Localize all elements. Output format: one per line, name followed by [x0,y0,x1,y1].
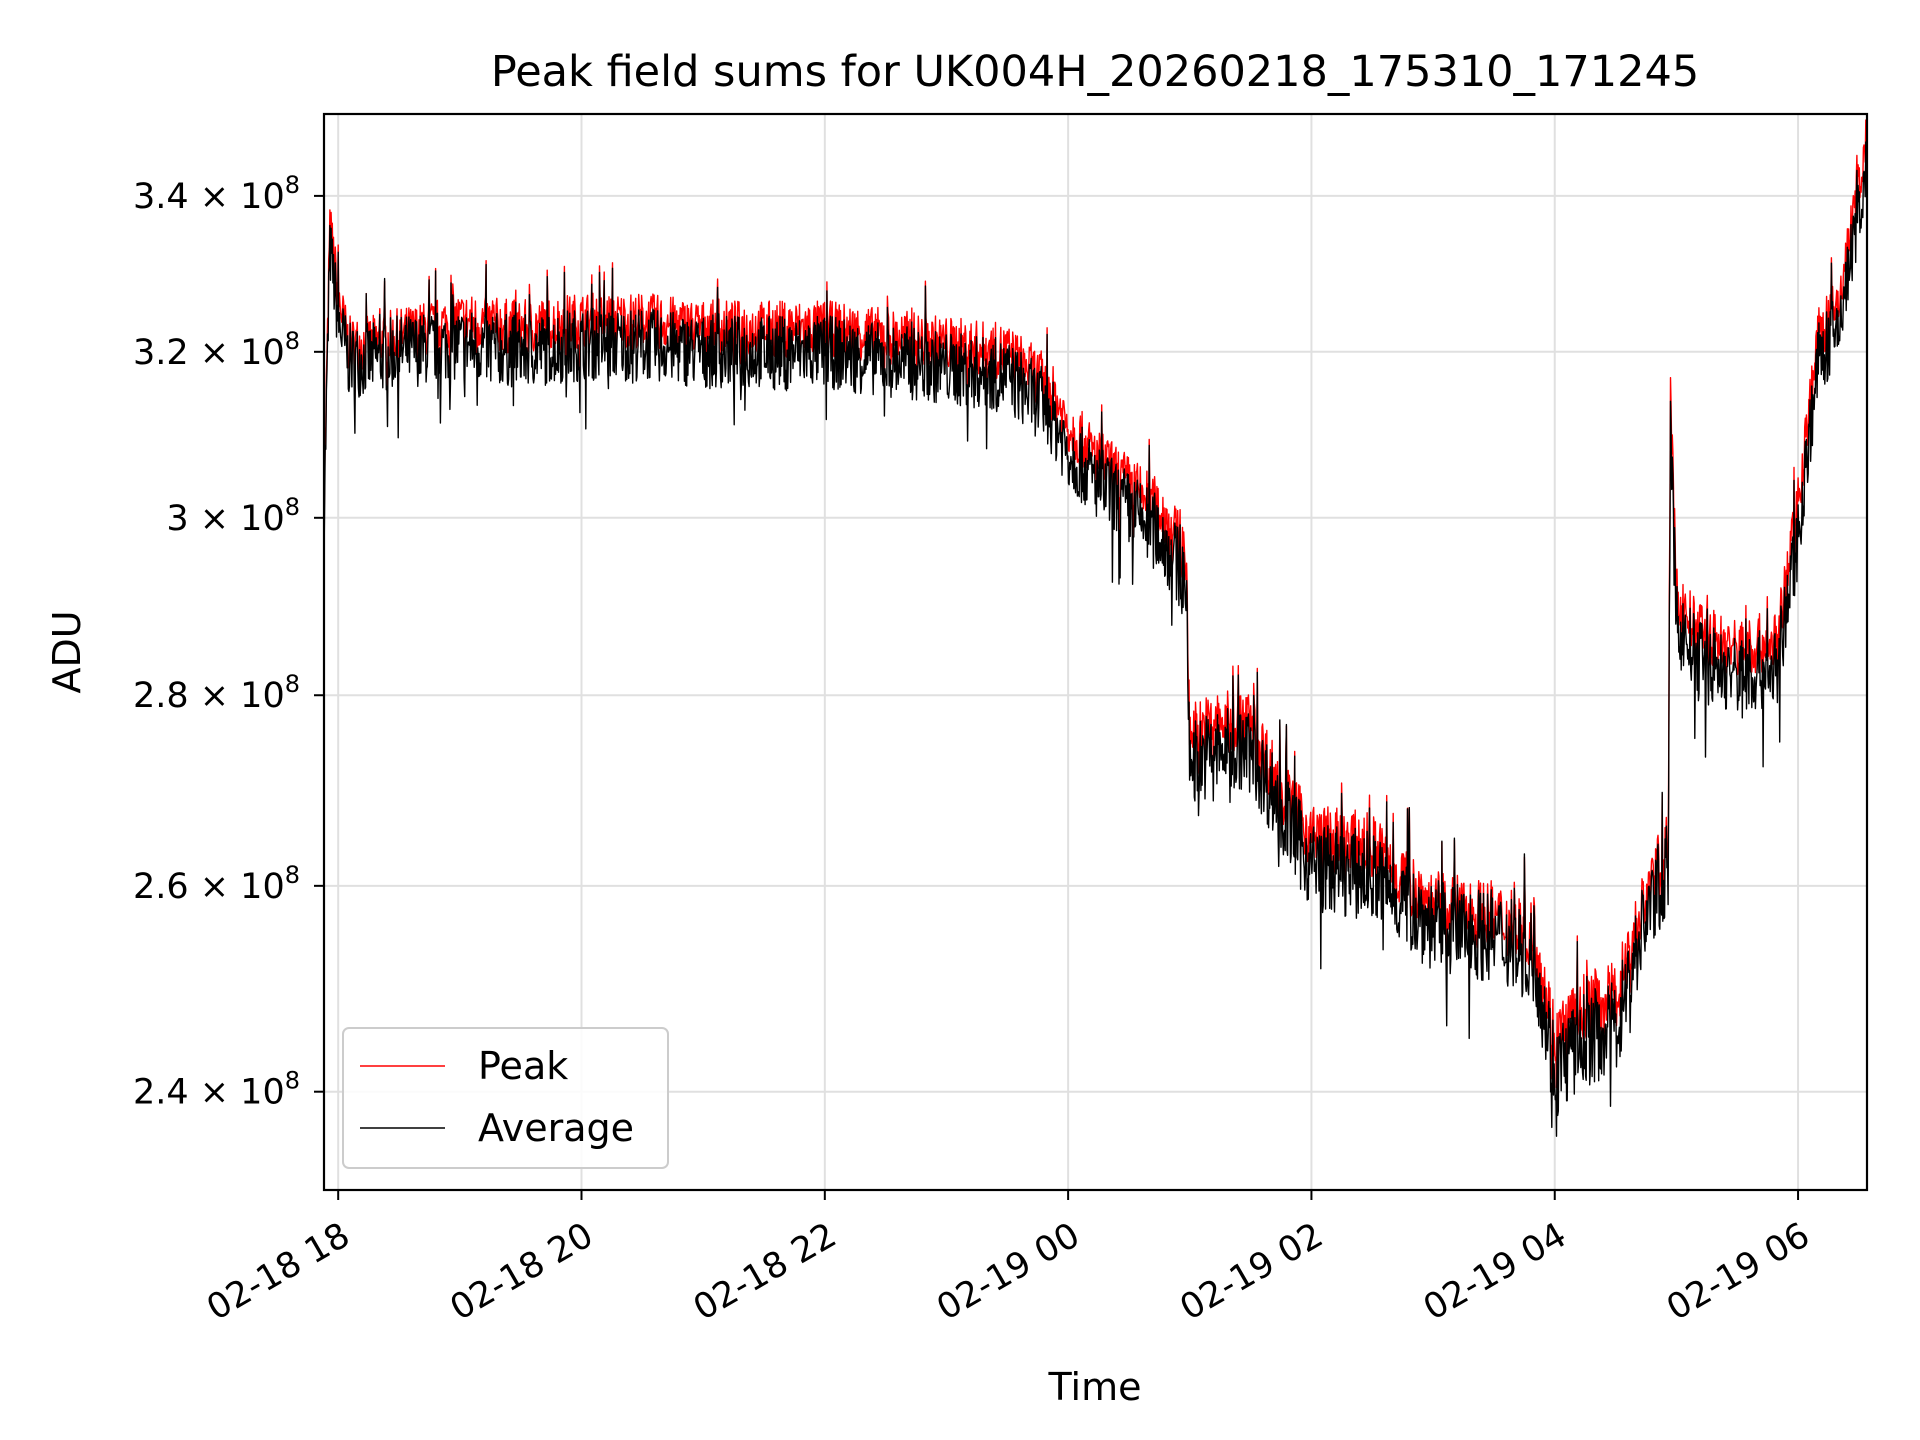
y-tick-label: 2.6 × 108 [133,861,300,907]
y-axis: 2.4 × 108 2.6 × 108 2.8 × 108 3 × 108 3.2 × … [133,171,324,1113]
legend: Peak Average [342,1027,669,1169]
y-tick-label: 3.2 × 108 [133,327,300,373]
y-tick-label: 3.4 × 108 [133,171,300,217]
x-axis-label: Time [1048,1365,1142,1409]
grid-lines [324,114,1867,1190]
series-line-peak [323,116,1868,1089]
y-tick-label: 2.8 × 108 [133,670,300,716]
series-layer [323,116,1868,1137]
plot-frame [322,112,1869,1192]
y-tick-label: 3 × 108 [166,493,300,539]
legend-box [342,1027,669,1169]
y-axis-label: ADU [45,610,89,693]
legend-label-average: Average [478,1106,634,1150]
y-tick-label: 2.4 × 108 [133,1067,300,1113]
legend-label-peak: Peak [478,1044,568,1088]
series-line-average [323,139,1868,1137]
chart-title: Peak field sums for UK004H_20260218_1753… [491,47,1699,97]
